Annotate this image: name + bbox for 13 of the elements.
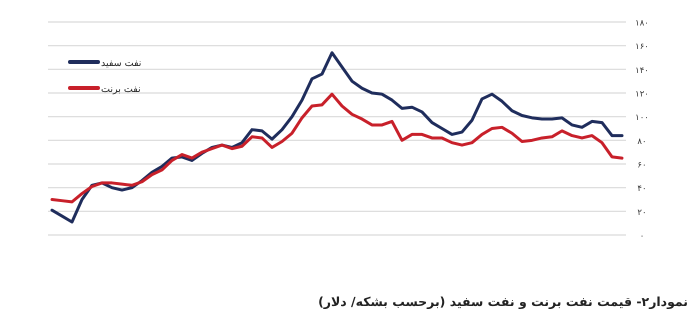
legend-label: نفت سفید xyxy=(101,58,142,69)
y-tick-label: ۱۲۰ xyxy=(635,90,649,100)
legend-label: نفت برنت xyxy=(101,84,141,95)
y-tick-label: ۱۴۰ xyxy=(635,66,649,76)
y-tick-label: ۰ xyxy=(640,232,644,242)
y-tick-label: ۲۰ xyxy=(637,208,647,218)
y-tick-label: ۱۸۰ xyxy=(635,18,649,28)
y-tick-label: ۴۰ xyxy=(637,184,647,194)
title: نمودار۲- قیمت نفت برنت و نفت سفید (برحسب بشکه/ دلار) xyxy=(318,294,688,309)
y-tick-label: ۱۶۰ xyxy=(635,42,649,52)
y-tick-label: ۸۰ xyxy=(637,136,647,147)
y-tick-label: ۱۰۰ xyxy=(635,113,649,124)
y-tick-label: ۶۰ xyxy=(637,160,647,170)
